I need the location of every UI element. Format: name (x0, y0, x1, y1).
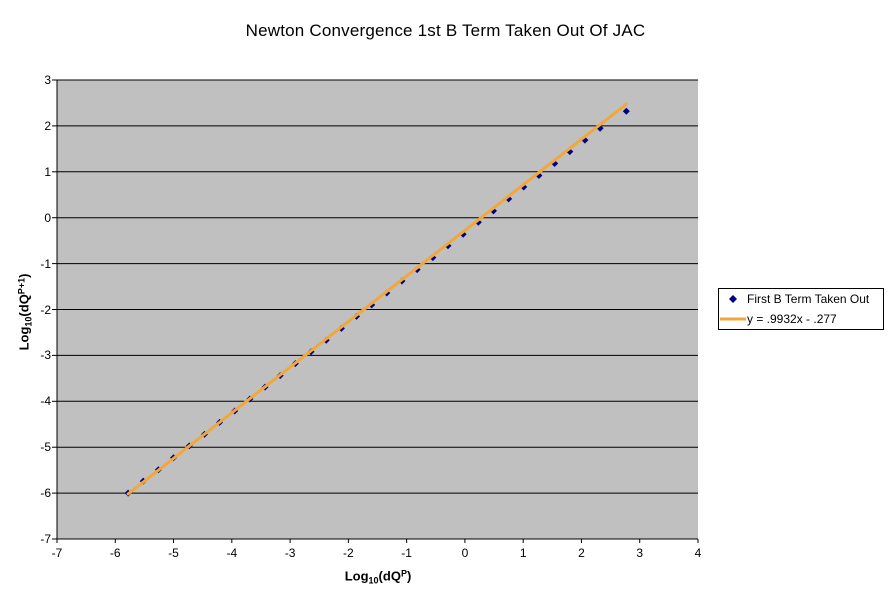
x-tick-label--5: -5 (168, 546, 179, 560)
x-tick-label-1: 1 (519, 546, 527, 560)
x-tick-label-2: 2 (578, 546, 585, 560)
legend-item-trendline: y = .9932x - .277 (719, 309, 883, 329)
y-axis-title: Log10(dQP+1) (17, 274, 34, 351)
chart-title: Newton Convergence 1st B Term Taken Out … (245, 21, 646, 40)
x-tick-label--7: -7 (51, 546, 63, 560)
x-axis-title-base: Log (344, 568, 369, 584)
y-tick-label-2: 2 (44, 118, 51, 133)
data-point-diamond (596, 124, 604, 132)
x-axis-title-sub: 10 (368, 575, 379, 586)
x-axis-title-close: ) (406, 568, 412, 584)
trendline-swatch-icon (719, 316, 747, 322)
y-axis-title-mid: (dQ (16, 294, 32, 317)
y-tick-label-3: 3 (44, 73, 51, 87)
legend-item-series: First B Term Taken Out (719, 289, 883, 309)
y-tick-label--1: -1 (40, 256, 51, 271)
trendline (126, 102, 628, 496)
x-tick-label-0: 0 (461, 546, 469, 560)
y-axis-title-close: ) (16, 273, 32, 278)
x-tick-label--6: -6 (109, 546, 121, 560)
x-tick-label--4: -4 (226, 546, 238, 560)
y-axis-title-sup: P+1 (16, 277, 27, 295)
x-axis-title: Log10(dQP) (345, 569, 412, 586)
legend-trendline-label: y = .9932x - .277 (747, 312, 837, 326)
y-tick-label--6: -6 (40, 486, 51, 501)
diamond-marker-icon (719, 294, 747, 304)
y-tick-label-1: 1 (44, 164, 51, 179)
x-tick-label--3: -3 (284, 546, 296, 560)
y-tick-label--2: -2 (40, 302, 51, 317)
x-axis-title-mid: (dQ (378, 568, 401, 584)
y-tick-label--3: -3 (40, 348, 51, 363)
x-tick-label-4: 4 (694, 546, 702, 560)
x-tick-label--1: -1 (401, 546, 412, 560)
y-axis-title-sub: 10 (23, 316, 34, 327)
legend: First B Term Taken Out y = .9932x - .277 (718, 288, 884, 330)
x-tick-label-3: 3 (636, 546, 644, 560)
data-point-diamond (622, 107, 630, 115)
y-tick-label--5: -5 (40, 440, 51, 455)
legend-series-label: First B Term Taken Out (747, 292, 870, 306)
x-axis-title-sup: P (400, 568, 407, 579)
x-tick-label--2: -2 (343, 546, 354, 560)
y-tick-label-0: 0 (44, 210, 51, 225)
y-tick-label--4: -4 (40, 394, 51, 409)
y-tick-label--7: -7 (40, 532, 51, 546)
y-axis-title-base: Log (16, 326, 32, 351)
